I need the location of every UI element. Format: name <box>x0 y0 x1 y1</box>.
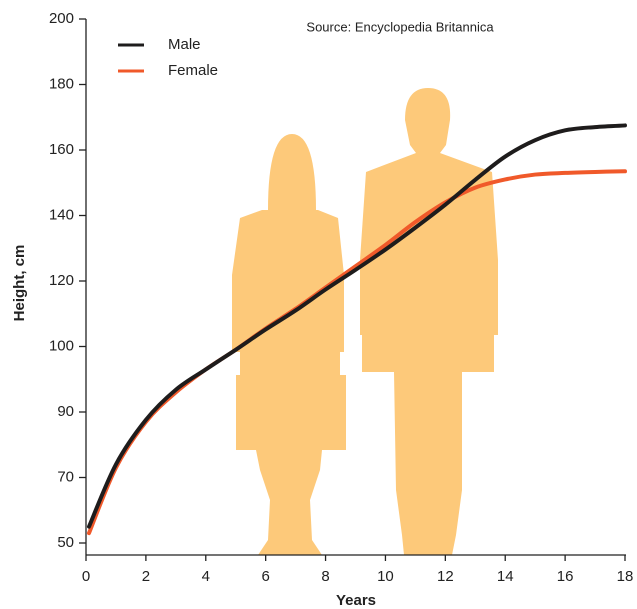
x-tick-label: 16 <box>557 568 574 585</box>
silhouettes <box>232 88 498 555</box>
chart: Source: Encyclopedia Britannica Years He… <box>0 0 637 609</box>
source: Source: Encyclopedia Britannica <box>306 19 494 34</box>
x-tick-label: 6 <box>261 568 269 585</box>
male-silhouette <box>360 88 498 555</box>
line-1 <box>89 171 625 533</box>
x-tick-label: 4 <box>202 568 210 585</box>
female-silhouette <box>232 134 346 555</box>
y-tick-label: 180 <box>49 75 74 92</box>
y-tick-label: 140 <box>49 206 74 223</box>
y-tick-label: 90 <box>57 403 74 420</box>
y-tick-label: 200 <box>49 10 74 27</box>
x-tick-label: 10 <box>377 568 394 585</box>
y-axis-title: Height, cm <box>11 245 28 322</box>
legend-label: Female <box>168 62 218 79</box>
line-0 <box>89 125 625 526</box>
y-tick-label: 100 <box>49 337 74 354</box>
y-tick-label: 70 <box>57 468 74 485</box>
x-tick-label: 12 <box>437 568 454 585</box>
y-tick-label: 160 <box>49 141 74 158</box>
x-tick-label: 2 <box>142 568 150 585</box>
x-tick-label: 14 <box>497 568 514 585</box>
x-tick-label: 18 <box>617 568 634 585</box>
x-tick-label: 0 <box>82 568 90 585</box>
x-axis-title: Years <box>336 592 376 609</box>
x-tick-label: 8 <box>321 568 329 585</box>
legend-label: Male <box>168 36 201 53</box>
y-tick-label: 50 <box>57 534 74 551</box>
y-tick-label: 120 <box>49 272 74 289</box>
